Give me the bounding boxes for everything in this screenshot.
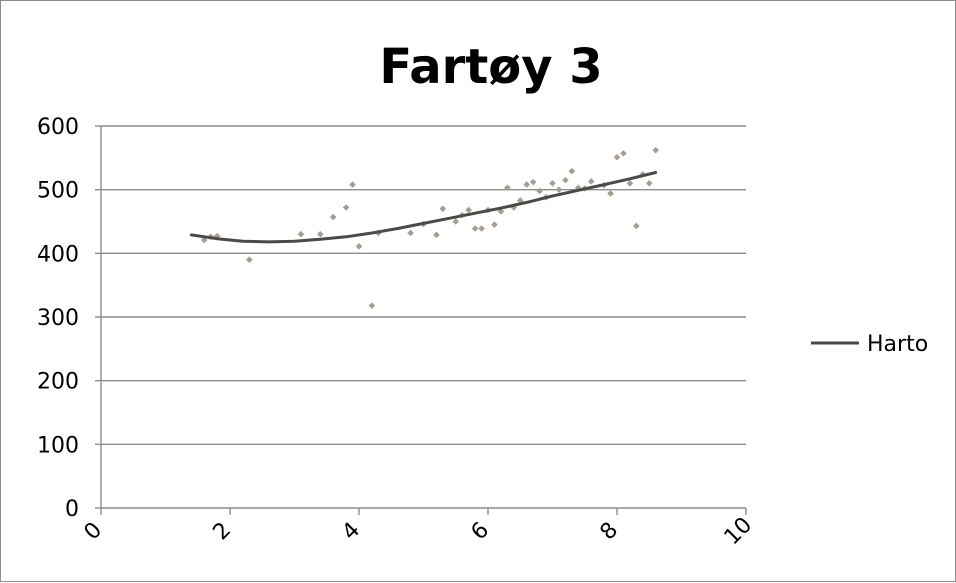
data-point: [329, 213, 337, 221]
points-layer: [200, 146, 659, 309]
data-point: [478, 225, 485, 232]
data-point: [200, 236, 208, 244]
y-tick-label: 300: [37, 306, 79, 331]
y-tick-label: 200: [37, 370, 79, 395]
data-point: [555, 186, 563, 193]
legend: Harto: [811, 332, 928, 357]
data-point: [407, 229, 414, 237]
data-point: [652, 146, 659, 154]
data-point: [523, 181, 530, 188]
y-tick-label: 100: [37, 433, 79, 458]
x-tick-label: 8: [596, 518, 624, 546]
chart-title: Fartøy 3: [379, 39, 602, 95]
data-point: [465, 206, 472, 214]
data-point: [491, 221, 498, 228]
x-tick-label: 4: [338, 518, 366, 546]
data-point: [452, 218, 460, 225]
grid-layer: [101, 125, 746, 446]
data-point: [516, 197, 524, 204]
y-tick-label: 600: [37, 115, 79, 140]
data-point: [317, 230, 324, 238]
data-point: [497, 208, 505, 215]
y-tick-label: 400: [37, 242, 79, 267]
data-point: [342, 204, 350, 211]
x-tick-label: 10: [720, 513, 757, 550]
data-point: [587, 178, 595, 185]
x-tick-label: 0: [80, 518, 108, 546]
trendline-harto: [189, 171, 658, 244]
data-point: [562, 176, 569, 184]
data-point: [471, 225, 479, 232]
data-point: [613, 153, 621, 161]
data-point: [633, 222, 640, 230]
data-point: [349, 181, 356, 188]
x-tick-label: 6: [467, 518, 495, 546]
data-point: [529, 178, 537, 186]
data-point: [355, 243, 363, 250]
x-tick-label: 2: [209, 518, 237, 546]
data-point: [536, 187, 543, 195]
data-point: [297, 230, 305, 238]
data-point: [568, 167, 576, 175]
data-point: [607, 190, 614, 197]
data-point: [439, 205, 447, 213]
data-point: [246, 256, 253, 263]
legend-label-harto: Harto: [867, 332, 928, 357]
data-point: [620, 150, 627, 157]
data-point: [504, 184, 511, 192]
data-point: [433, 231, 440, 239]
data-point: [645, 180, 653, 187]
data-point: [626, 180, 634, 187]
data-point: [549, 180, 556, 187]
y-tick-label: 0: [65, 497, 79, 522]
data-point: [213, 232, 221, 240]
y-tick-label: 500: [37, 179, 79, 204]
data-point: [368, 302, 376, 309]
trend-layer: [189, 171, 658, 244]
